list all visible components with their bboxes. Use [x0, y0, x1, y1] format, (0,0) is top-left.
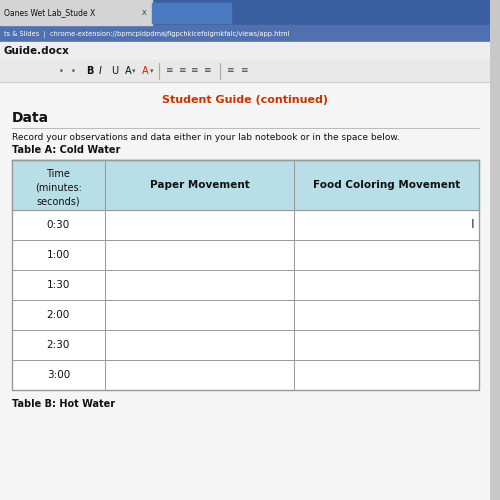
Text: ≡: ≡ — [203, 66, 210, 76]
Bar — [0, 60, 490, 82]
Text: Guide.docx: Guide.docx — [4, 46, 70, 56]
Text: Record your observations and data either in your lab notebook or in the space be: Record your observations and data either… — [12, 134, 400, 142]
Text: A: A — [142, 66, 149, 76]
Text: Table A: Cold Water: Table A: Cold Water — [12, 145, 120, 155]
Text: seconds): seconds) — [36, 196, 80, 206]
Text: •: • — [70, 66, 76, 76]
Text: Food Coloring Movement: Food Coloring Movement — [313, 180, 460, 190]
Text: Data: Data — [12, 111, 49, 125]
Bar — [152, 3, 230, 23]
Text: B: B — [86, 66, 94, 76]
Text: (minutes:: (minutes: — [35, 183, 82, 193]
Bar — [0, 0, 490, 25]
Text: ≡: ≡ — [226, 66, 233, 76]
Text: 2:00: 2:00 — [46, 310, 70, 320]
Text: ts & Slides  |  chrome-extension://bpmcpldpdmajfigpchkicefoigmkfalc/views/app.ht: ts & Slides | chrome-extension://bpmcpld… — [4, 30, 290, 38]
Text: Oanes Wet Lab_Stude X: Oanes Wet Lab_Stude X — [4, 8, 95, 18]
Text: 0:30: 0:30 — [46, 220, 70, 230]
Text: •: • — [59, 66, 64, 76]
Text: X: X — [142, 10, 147, 16]
Text: Table B: Hot Water: Table B: Hot Water — [12, 399, 115, 409]
Bar — [0, 42, 490, 60]
Text: Time: Time — [46, 169, 70, 179]
Bar — [12, 160, 478, 210]
Text: ▾: ▾ — [150, 68, 154, 74]
Text: ≡: ≡ — [190, 66, 198, 76]
Text: 1:30: 1:30 — [46, 280, 70, 290]
Bar — [0, 82, 490, 500]
Text: 1:00: 1:00 — [46, 250, 70, 260]
Bar — [12, 330, 478, 360]
Text: ▾: ▾ — [132, 68, 136, 74]
Text: U: U — [111, 66, 118, 76]
Bar — [0, 25, 490, 42]
Text: Paper Movement: Paper Movement — [150, 180, 250, 190]
Text: I: I — [99, 66, 102, 76]
Text: 2:30: 2:30 — [46, 340, 70, 350]
Text: Student Guide (continued): Student Guide (continued) — [162, 95, 328, 105]
Bar — [12, 240, 478, 270]
Bar — [0, 0, 152, 25]
Bar — [12, 270, 478, 300]
Text: 3:00: 3:00 — [46, 370, 70, 380]
Bar — [12, 210, 478, 240]
Text: ≡: ≡ — [165, 66, 172, 76]
Text: I: I — [471, 218, 474, 232]
Text: A: A — [124, 66, 131, 76]
Bar — [12, 300, 478, 330]
Bar — [12, 360, 478, 390]
Text: ≡: ≡ — [178, 66, 185, 76]
Bar — [12, 160, 478, 390]
Text: ≡: ≡ — [240, 66, 248, 76]
